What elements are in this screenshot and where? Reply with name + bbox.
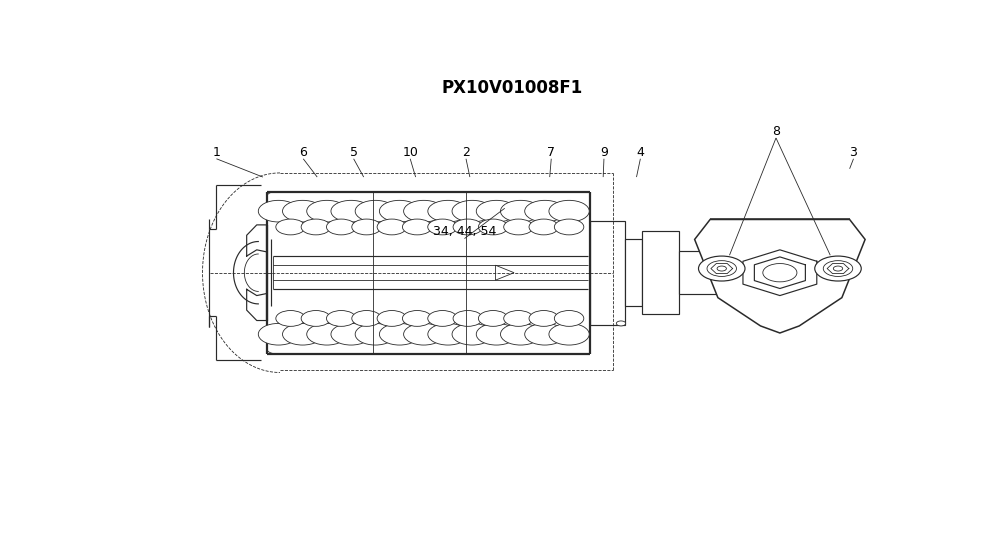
Circle shape: [355, 200, 395, 222]
Circle shape: [355, 323, 395, 345]
Circle shape: [453, 219, 483, 235]
Circle shape: [301, 219, 331, 235]
Bar: [590, 221, 625, 325]
Text: 1: 1: [213, 146, 220, 159]
Circle shape: [529, 219, 558, 235]
Bar: [726, 257, 740, 288]
Circle shape: [404, 200, 444, 222]
Circle shape: [549, 323, 589, 345]
Text: 10: 10: [402, 146, 418, 159]
Bar: [679, 251, 726, 294]
Circle shape: [478, 219, 508, 235]
Circle shape: [283, 323, 323, 345]
Circle shape: [478, 310, 508, 326]
Circle shape: [823, 261, 853, 276]
Circle shape: [326, 310, 356, 326]
Circle shape: [500, 323, 541, 345]
Text: 8: 8: [772, 125, 780, 138]
Polygon shape: [695, 219, 865, 333]
Circle shape: [453, 310, 483, 326]
Circle shape: [763, 264, 797, 282]
Text: PX10V01008F1: PX10V01008F1: [442, 79, 583, 97]
Circle shape: [500, 200, 541, 222]
Circle shape: [529, 310, 558, 326]
Circle shape: [554, 310, 584, 326]
Circle shape: [428, 219, 457, 235]
Circle shape: [698, 256, 745, 281]
Text: 9: 9: [600, 146, 608, 159]
Circle shape: [815, 256, 861, 281]
Circle shape: [283, 200, 323, 222]
Circle shape: [258, 323, 299, 345]
Circle shape: [476, 200, 517, 222]
Circle shape: [402, 219, 432, 235]
Circle shape: [307, 200, 347, 222]
Circle shape: [616, 321, 626, 326]
Circle shape: [402, 310, 432, 326]
Circle shape: [404, 323, 444, 345]
Circle shape: [352, 219, 381, 235]
Circle shape: [504, 219, 533, 235]
Circle shape: [379, 323, 420, 345]
Circle shape: [525, 200, 565, 222]
Circle shape: [504, 310, 533, 326]
Circle shape: [428, 323, 468, 345]
Circle shape: [549, 200, 589, 222]
Circle shape: [452, 200, 492, 222]
Circle shape: [331, 323, 371, 345]
Text: 4: 4: [636, 146, 644, 159]
Text: 5: 5: [350, 146, 358, 159]
Circle shape: [276, 219, 305, 235]
Circle shape: [717, 266, 726, 271]
Circle shape: [326, 219, 356, 235]
Bar: [642, 231, 679, 314]
Circle shape: [307, 323, 347, 345]
Text: 34, 44, 54: 34, 44, 54: [433, 226, 496, 239]
Text: 3: 3: [850, 146, 857, 159]
Circle shape: [428, 310, 457, 326]
Circle shape: [377, 219, 407, 235]
Circle shape: [476, 323, 517, 345]
Text: 2: 2: [462, 146, 470, 159]
Circle shape: [258, 200, 299, 222]
Bar: [625, 239, 642, 306]
Circle shape: [833, 266, 843, 271]
Circle shape: [379, 200, 420, 222]
Circle shape: [352, 310, 381, 326]
Circle shape: [452, 323, 492, 345]
Circle shape: [525, 323, 565, 345]
Circle shape: [428, 200, 468, 222]
Circle shape: [331, 200, 371, 222]
Circle shape: [301, 310, 331, 326]
Circle shape: [554, 219, 584, 235]
Text: 6: 6: [299, 146, 307, 159]
Text: 7: 7: [547, 146, 555, 159]
Circle shape: [707, 261, 736, 276]
Circle shape: [276, 310, 305, 326]
Circle shape: [377, 310, 407, 326]
